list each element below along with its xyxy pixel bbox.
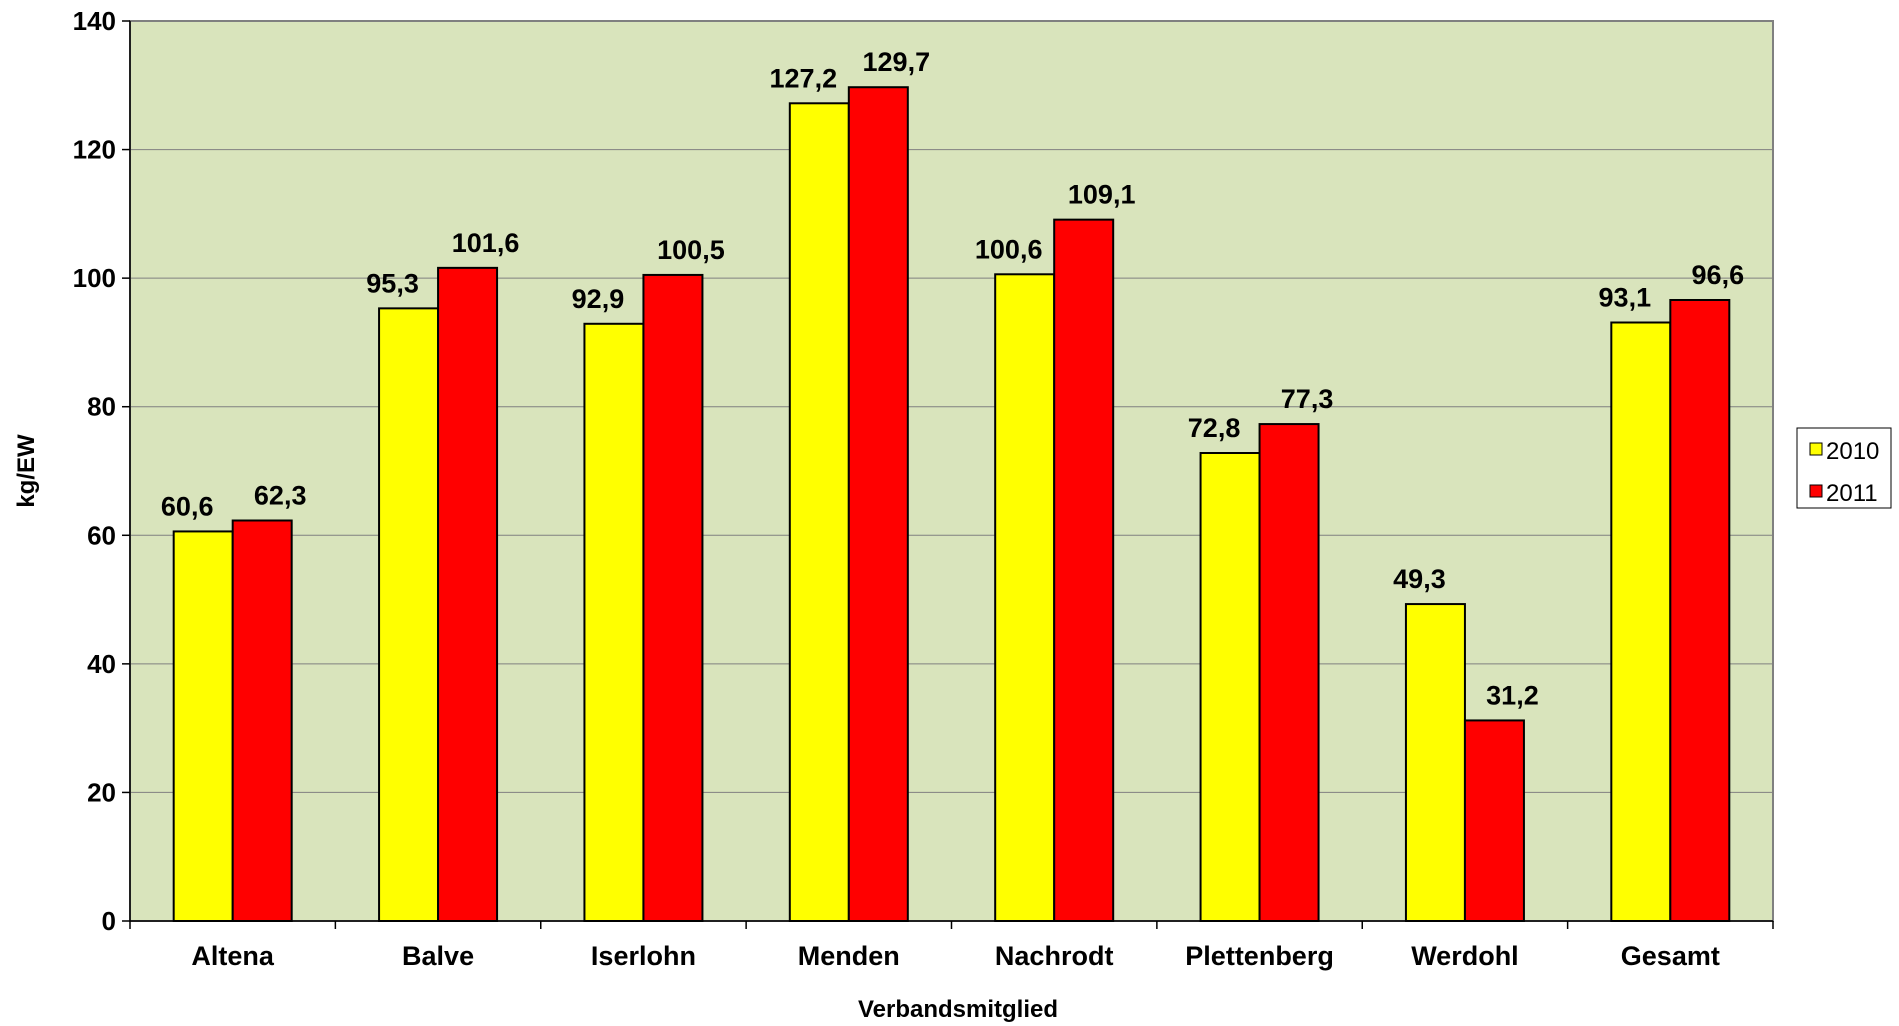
bar-2010-werdohl [1404, 603, 1466, 922]
data-label: 49,3 [1393, 564, 1446, 594]
y-tick-label: 80 [87, 392, 116, 422]
bars [172, 86, 1731, 923]
data-label: 109,1 [1068, 180, 1136, 210]
bar-2010-balve [378, 307, 440, 923]
legend-swatch-2011 [1809, 484, 1823, 498]
data-labels: 60,6 62,3 95,3 101,6 92,9 100,5 127,2 129,7 100,… [161, 47, 1744, 710]
bar-2011-gesamt [1669, 299, 1731, 922]
bar-2010-altena [172, 530, 234, 923]
bar-2011-menden [847, 86, 909, 922]
x-category-label: Plettenberg [1185, 941, 1334, 971]
data-label: 62,3 [254, 481, 307, 511]
plot-area [129, 20, 1774, 922]
bar-2010-gesamt [1610, 321, 1672, 922]
data-label: 92,9 [572, 284, 625, 314]
x-category-label: Balve [402, 941, 474, 971]
y-tick-label: 140 [73, 6, 116, 36]
bar-2011-plettenberg [1258, 423, 1320, 922]
x-category-labels: Altena Balve Iserlohn Menden Nachrodt Pletten… [191, 941, 1719, 971]
bar-2011-balve [437, 266, 499, 923]
data-label: 31,2 [1486, 680, 1539, 710]
bar-2010-iserlohn [583, 322, 645, 922]
bar-2011-iserlohn [642, 273, 704, 922]
axes [122, 20, 1774, 929]
data-label: 129,7 [863, 47, 931, 77]
y-tick-label: 0 [102, 906, 116, 936]
data-label: 127,2 [770, 63, 838, 93]
x-category-label: Werdohl [1411, 941, 1519, 971]
bar-2010-plettenberg [1199, 452, 1261, 922]
bar-2010-nachrodt [994, 273, 1056, 922]
data-label: 101,6 [452, 228, 520, 258]
y-tick-label: 100 [73, 263, 116, 293]
data-label: 93,1 [1599, 283, 1652, 313]
x-axis-title: Verbandsmitglied [858, 996, 1058, 1023]
data-label: 100,6 [975, 234, 1043, 264]
y-tick-label: 40 [87, 649, 116, 679]
bar-2011-werdohl [1463, 719, 1525, 923]
x-category-label: Menden [798, 941, 900, 971]
x-category-label: Altena [191, 941, 275, 971]
data-label: 72,8 [1188, 413, 1241, 443]
y-axis-title: kg/EW [13, 434, 40, 508]
bar-2010-menden [788, 102, 850, 923]
x-category-label: Nachrodt [995, 941, 1114, 971]
y-tick-label: 20 [87, 777, 116, 807]
data-label: 96,6 [1692, 260, 1745, 290]
legend: 2010 2011 [1796, 427, 1892, 509]
y-tick-label: 60 [87, 520, 116, 550]
bar-2011-altena [231, 519, 293, 922]
legend-swatch-2010 [1809, 442, 1823, 456]
x-category-label: Iserlohn [591, 941, 696, 971]
y-tick-label: 120 [73, 135, 116, 165]
data-label: 77,3 [1281, 384, 1334, 414]
x-category-label: Gesamt [1621, 941, 1720, 971]
data-label: 95,3 [366, 268, 419, 298]
legend-label-2010: 2010 [1826, 438, 1879, 465]
legend-label-2011: 2011 [1826, 480, 1878, 507]
data-label: 100,5 [657, 235, 725, 265]
bar-2011-nachrodt [1053, 218, 1115, 922]
y-tick-labels: 0 20 40 60 80 100 120 140 [73, 6, 116, 936]
data-label: 60,6 [161, 491, 214, 521]
